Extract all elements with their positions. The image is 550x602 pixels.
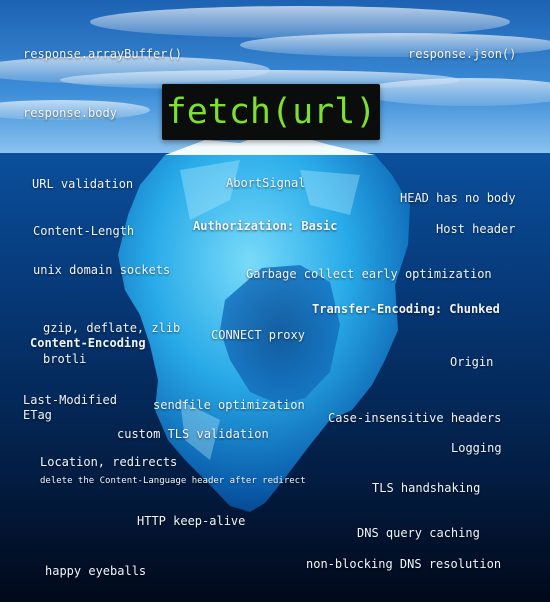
label-host-header: Host header: [436, 222, 516, 236]
label-case-insensitive-headers: Case-insensitive headers: [328, 411, 502, 425]
label-origin: Origin: [450, 355, 494, 369]
label-content-length: Content-Length: [33, 224, 135, 238]
label-gzip-deflate-zlib: gzip, deflate, zlib: [43, 321, 181, 335]
label-response-body: response.body: [23, 106, 117, 120]
label-response-json: response.json(): [408, 47, 517, 61]
label-garbage-collect: Garbage collect early optimization: [246, 267, 492, 281]
label-unix-domain-sockets: unix domain sockets: [33, 263, 171, 277]
label-dns-query-caching: DNS query caching: [357, 526, 480, 540]
label-authorization-basic: Authorization: Basic: [193, 219, 338, 233]
label-abort-signal: AbortSignal: [226, 176, 306, 190]
label-delete-content-language: delete the Content-Language header after…: [40, 476, 306, 486]
label-head-no-body: HEAD has no body: [400, 191, 516, 205]
label-content-encoding: Content-Encoding: [30, 336, 146, 350]
label-custom-tls-validation: custom TLS validation: [117, 427, 269, 441]
label-logging: Logging: [451, 441, 502, 455]
label-location-redirects: Location, redirects: [40, 455, 178, 469]
label-sendfile-optimization: sendfile optimization: [153, 398, 305, 412]
label-happy-eyeballs: happy eyeballs: [45, 564, 147, 578]
label-etag: ETag: [23, 408, 52, 422]
ice-highlights: [180, 160, 360, 460]
label-last-modified: Last-Modified: [23, 393, 117, 407]
label-connect-proxy: CONNECT proxy: [211, 328, 305, 342]
iceberg-cave: [220, 265, 340, 405]
clouds: [0, 6, 550, 120]
iceberg-tip: [165, 130, 375, 155]
label-nonblocking-dns: non-blocking DNS resolution: [306, 557, 502, 571]
title-box: fetch(url): [162, 84, 380, 140]
label-brotli: brotli: [43, 352, 87, 366]
label-http-keep-alive: HTTP keep-alive: [137, 514, 246, 528]
label-tls-handshaking: TLS handshaking: [372, 481, 481, 495]
label-transfer-encoding: Transfer-Encoding: Chunked: [312, 302, 500, 316]
title-text: fetch(url): [165, 92, 377, 132]
label-response-arraybuffer: response.arrayBuffer(): [23, 47, 182, 61]
label-url-validation: URL validation: [32, 177, 134, 191]
